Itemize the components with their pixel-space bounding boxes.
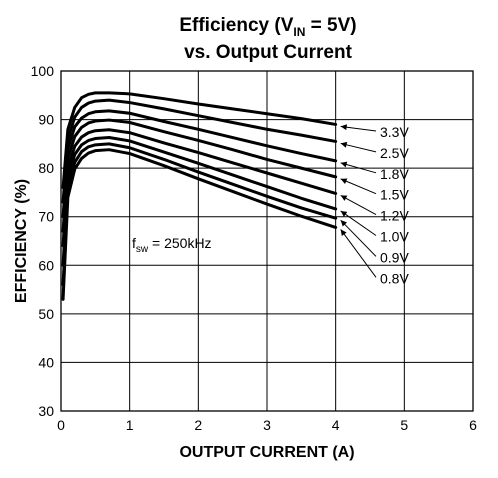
title-suffix: = 5V) [305,15,356,36]
title-prefix: Efficiency (V [179,15,293,36]
y-tick-label: 90 [38,112,54,128]
label-arrowhead [340,141,348,148]
series-labels: 3.3V 2.5V 1.8V 1.5V 1.2V 1.0V 0.9V 0.8V [340,124,409,286]
series-label: 0.8V [380,270,409,286]
x-axis-label: OUTPUT CURRENT (A) [179,444,354,461]
series-lines [61,91,338,301]
series-label: 1.5V [380,187,409,203]
series-label: 3.3V [380,124,409,140]
label-arrow [340,194,377,216]
series-label: 1.2V [380,208,409,224]
y-axis-label: EFFICIENCY (%) [13,179,30,303]
series-label: 1.0V [380,229,409,245]
label-arrowhead [340,124,348,131]
y-tick-label: 100 [31,63,55,79]
y-tick-label: 40 [38,354,54,370]
y-tick-label: 50 [38,306,54,322]
label-arrowhead [340,210,348,217]
series-line [61,98,338,204]
series-line [61,109,338,219]
frequency-annotation: fsw = 250kHz [132,235,212,255]
x-tick-label: 2 [194,417,202,433]
label-arrowhead [340,220,348,227]
series-label: 2.5V [380,145,409,161]
label-arrow [340,229,377,278]
series-line [61,142,338,287]
tick-labels: 0 1 2 3 4 5 6 30 40 50 60 70 80 90 100 [31,63,477,433]
label-arrow [340,210,377,236]
y-tick-label: 70 [38,209,54,225]
x-tick-label: 5 [400,417,408,433]
annotation-subscript: sw [136,244,149,255]
series-line [61,118,338,233]
label-arrowhead [340,178,348,184]
label-arrow [340,162,377,174]
x-tick-label: 4 [332,417,340,433]
annotation-value: = 250kHz [148,235,211,251]
y-tick-label: 30 [38,403,54,419]
label-arrow [340,219,377,257]
series-label: 1.8V [380,166,409,182]
y-tick-label: 80 [38,160,54,176]
chart-title-line1: Efficiency (VIN = 5V) [179,15,356,39]
series-line [61,91,338,190]
x-tick-label: 6 [469,417,477,433]
x-tick-label: 3 [263,417,271,433]
y-tick-label: 60 [38,257,54,273]
label-arrow [340,178,377,195]
label-arrowhead [340,229,347,237]
plot-frame [60,70,474,412]
grid [61,71,473,411]
title-subscript: IN [293,25,305,39]
chart-title-line2: vs. Output Current [184,42,353,63]
label-arrowhead [340,161,348,168]
annotation-base: f [132,235,136,251]
series-line [61,148,338,301]
series-line [61,136,338,267]
series-label: 0.9V [380,249,409,265]
x-tick-label: 1 [126,417,134,433]
label-arrowhead [340,195,348,201]
label-arrow [340,142,377,153]
series-line [61,128,338,248]
x-tick-label: 0 [57,417,65,433]
